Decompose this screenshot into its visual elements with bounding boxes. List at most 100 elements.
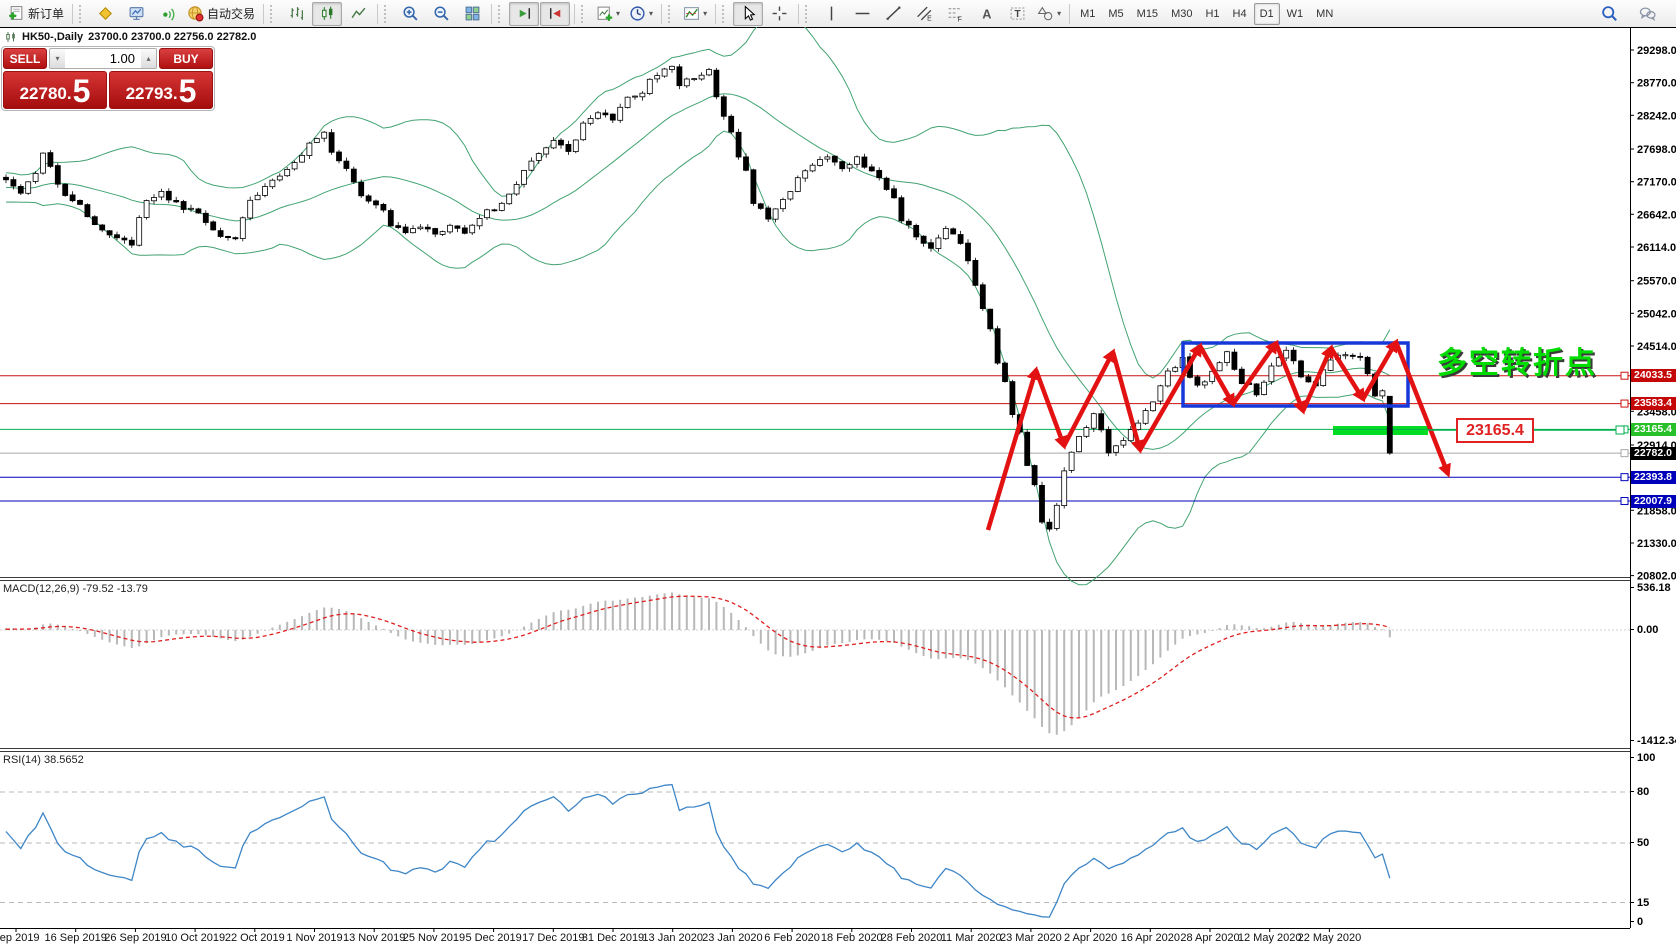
price-badge-24033.5: 24033.5 [1631, 369, 1676, 383]
green-highlight-bar[interactable] [1333, 426, 1428, 435]
timeframe-button-h4[interactable]: H4 [1232, 7, 1247, 20]
arrows-button[interactable] [971, 2, 1001, 26]
toolbar-drag-handle [668, 4, 675, 23]
sell-price-display[interactable]: 22780. 5 [3, 71, 107, 109]
macd-tick-label: -1412.34 [1637, 735, 1676, 747]
price-tick-label: 26642.0 [1637, 209, 1676, 221]
lettA-icon [978, 5, 995, 22]
horizontal-line-button[interactable] [847, 2, 877, 26]
buy-button[interactable]: BUY [159, 48, 213, 69]
price-tick-label: 28242.0 [1637, 110, 1676, 122]
rsi-indicator-label: RSI(14) 38.5652 [3, 754, 84, 766]
chartplus-icon [596, 5, 613, 22]
line-chart-button[interactable] [343, 2, 373, 26]
price-tick-label: 25570.0 [1637, 276, 1676, 288]
volume-decrease-button[interactable]: ▾ [50, 49, 65, 68]
chart-shift-button[interactable] [540, 1, 571, 26]
price-tick-label: 28770.0 [1637, 78, 1676, 90]
chevron-down-icon: ▾ [1057, 9, 1062, 18]
zoom-out-button[interactable] [426, 2, 456, 26]
indicators-button[interactable]: ▾ [679, 2, 711, 26]
date-tick-label: 22 Oct 2019 [225, 932, 285, 944]
turning-point-annotation-text[interactable]: 多空转折点 [1437, 346, 1597, 381]
timeframe-button-m1[interactable]: M1 [1080, 7, 1096, 20]
autotrading-button[interactable]: 自动交易 [183, 2, 259, 26]
volume-increase-button[interactable]: ▴ [141, 49, 156, 68]
toolbar-right-icons [1594, 2, 1662, 26]
date-tick-label: 16 Sep 2019 [45, 932, 107, 944]
autotrading-button-label: 自动交易 [207, 7, 256, 21]
sell-button[interactable]: SELL [3, 48, 47, 69]
toolbar-drag-handle [79, 4, 86, 23]
shapes-icon [1037, 5, 1054, 22]
toolbar-drag-handle [498, 4, 505, 23]
timeframe-button-mn[interactable]: MN [1316, 7, 1334, 20]
chat-button[interactable] [1632, 2, 1662, 26]
signals-button[interactable] [152, 2, 182, 26]
new-order-button[interactable]: 新订单 [4, 2, 68, 26]
macd-axis: 536.18 0.00 -1412.34 [1630, 582, 1676, 747]
chat-icon [1639, 5, 1656, 22]
rsi-tick-label: 50 [1637, 837, 1649, 849]
equidistant-channel-button[interactable] [909, 2, 939, 26]
chart-title: HK50-,Daily 23700.0 23700.0 22756.0 2278… [5, 31, 256, 43]
crosshair-button[interactable] [764, 2, 794, 26]
shapes-button[interactable]: ▾ [1033, 2, 1065, 26]
auto-scroll-button[interactable] [509, 1, 540, 26]
volume-stepper: ▾ ▴ [49, 48, 157, 69]
rsi-name: RSI(14) [3, 754, 41, 766]
signal-icon [159, 5, 176, 22]
trendline-button[interactable] [878, 2, 908, 26]
monitor-icon [128, 5, 145, 22]
fibonacci-button[interactable] [940, 2, 970, 26]
cursor-button[interactable] [733, 1, 764, 26]
neworder-icon [8, 5, 25, 22]
level-callout-connector [1428, 425, 1625, 435]
search-button[interactable] [1594, 2, 1624, 26]
red-zigzag-arrows[interactable] [985, 338, 1451, 531]
one-click-trading-panel: SELL ▾ ▴ BUY 22780. 5 22793. 5 [1, 46, 215, 111]
price-axis: 29298.0 28770.0 28242.0 27698.0 27170.0 26642… [1630, 45, 1676, 583]
date-tick-label: 31 Dec 2019 [582, 932, 644, 944]
date-tick-label: 13 Jan 2020 [642, 932, 703, 944]
rsi-value: 38.5652 [43, 754, 84, 766]
timeframe-button-m15[interactable]: M15 [1136, 7, 1159, 20]
clock-icon [629, 5, 646, 22]
price-tick-label: 21330.0 [1637, 538, 1676, 550]
tile-windows-button[interactable] [457, 2, 487, 26]
macd-tick-label: 0.00 [1637, 624, 1658, 636]
level-price-callout-label[interactable]: 23165.4 [1456, 418, 1534, 443]
pane-borders [0, 27, 1676, 929]
hline-icon [854, 5, 871, 22]
volume-input[interactable] [65, 49, 141, 68]
timeframe-button-h1[interactable]: H1 [1205, 7, 1220, 20]
timeframe-button-w1[interactable]: W1 [1286, 7, 1304, 20]
zoom-in-button[interactable] [395, 2, 425, 26]
text-label-button[interactable] [1002, 2, 1032, 26]
price-badge-23583.4: 23583.4 [1631, 397, 1676, 411]
rsi-tick-label: 80 [1637, 786, 1649, 798]
toolbar-drag-handle [805, 4, 812, 23]
buy-price-display[interactable]: 22793. 5 [109, 71, 213, 109]
zoomout-icon [433, 5, 450, 22]
linec-icon [350, 5, 367, 22]
macd-indicator-label: MACD(12,26,9) -79.52 -13.79 [3, 583, 148, 595]
timeframe-button-m30[interactable]: M30 [1171, 7, 1193, 20]
periods-button[interactable]: ▾ [625, 2, 657, 26]
new-chart-button[interactable]: ▾ [592, 2, 624, 26]
bar-chart-button[interactable] [281, 2, 311, 26]
candlestick-chart-button[interactable] [312, 1, 343, 26]
metaeditor-button[interactable] [90, 2, 120, 26]
market-watch-button[interactable] [121, 2, 151, 26]
toolbar-separator [72, 3, 74, 24]
price-tick-label: 27698.0 [1637, 144, 1676, 156]
rsi-axis: 100 80 50 15 0 [1630, 752, 1655, 928]
timeframe-button-m5[interactable]: M5 [1108, 7, 1124, 20]
vertical-line-button[interactable] [816, 2, 846, 26]
globe-icon [187, 5, 204, 22]
horizontal-level-lines[interactable] [0, 371, 1630, 506]
price-tick-label: 21858.0 [1637, 505, 1676, 517]
timeframe-button-d1[interactable]: D1 [1253, 2, 1280, 25]
